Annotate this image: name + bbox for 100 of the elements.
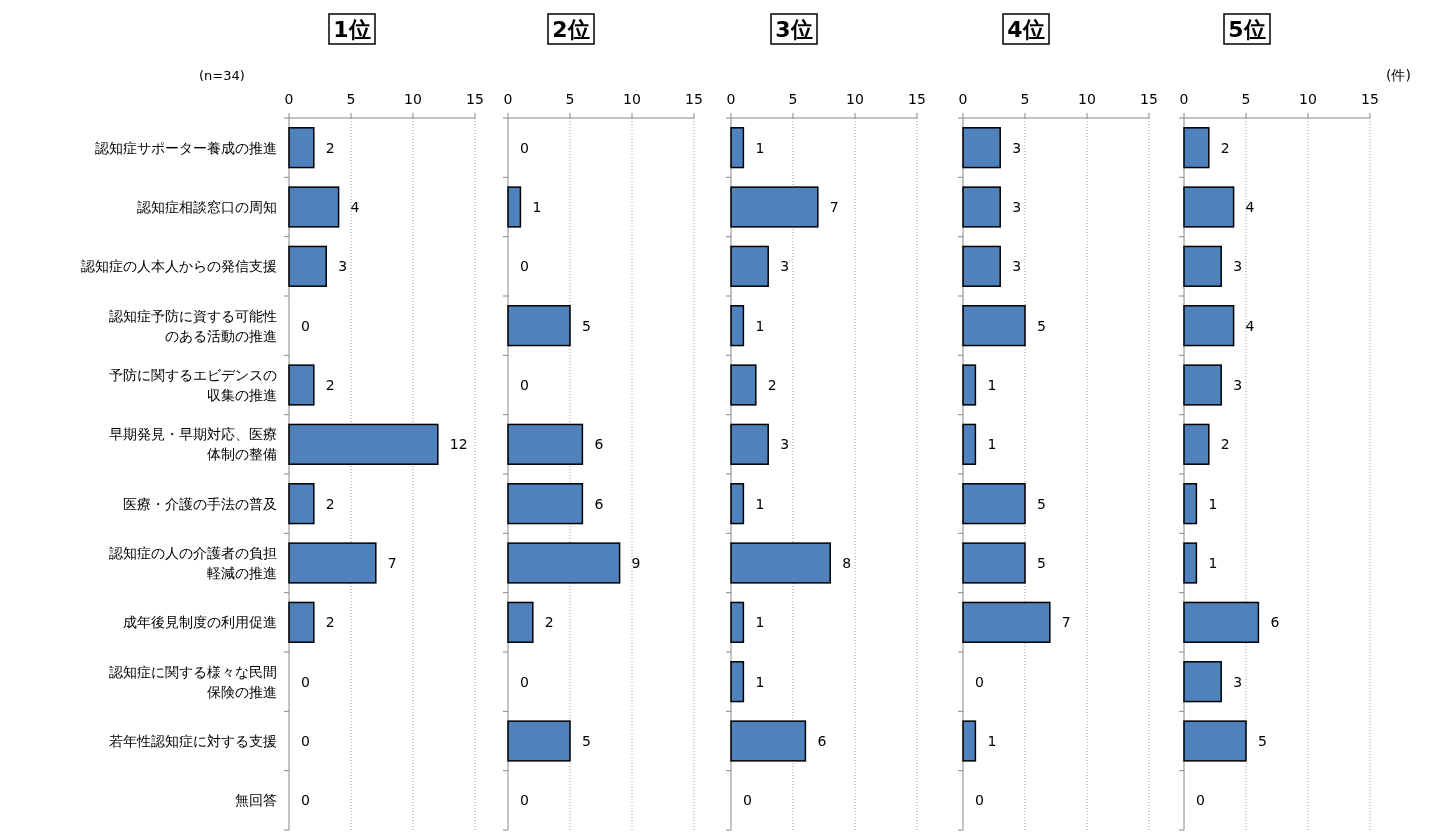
data-label: 6 bbox=[594, 436, 604, 453]
data-label: 0 bbox=[301, 733, 310, 749]
bar bbox=[730, 364, 757, 406]
bar bbox=[288, 127, 315, 169]
data-label: 0 bbox=[1196, 792, 1205, 809]
bar bbox=[288, 364, 315, 406]
y-tick-label: 認知症に関する様々な民間保険の推進 bbox=[109, 663, 277, 700]
bar bbox=[1183, 364, 1222, 406]
bar bbox=[730, 720, 807, 762]
data-label: 2 bbox=[325, 614, 335, 631]
x-tick-label: 5 bbox=[1020, 91, 1030, 107]
bar bbox=[1183, 483, 1198, 525]
data-label: 2 bbox=[1220, 139, 1230, 156]
bar bbox=[288, 542, 377, 584]
bar bbox=[730, 661, 745, 703]
bar bbox=[1183, 720, 1247, 762]
bar bbox=[730, 127, 745, 169]
bar bbox=[507, 305, 571, 347]
bar bbox=[1183, 542, 1198, 584]
bar bbox=[507, 720, 571, 762]
bar bbox=[962, 601, 1051, 643]
data-label: 3 bbox=[780, 258, 790, 275]
data-label: 0 bbox=[301, 673, 310, 690]
data-label: 3 bbox=[1233, 377, 1243, 393]
bar bbox=[730, 483, 745, 525]
y-tick-label: 認知症予防に資する可能性のある活動の推進 bbox=[109, 307, 277, 344]
y-tick-label: 成年後見制度の利用促進 bbox=[123, 614, 277, 631]
data-label: 4 bbox=[1245, 317, 1255, 334]
text: (n=34) bbox=[199, 68, 245, 83]
data-label: 8 bbox=[842, 555, 852, 571]
bar bbox=[730, 542, 831, 584]
data-label: 5 bbox=[1037, 555, 1046, 571]
y-tick-label: 医療・介護の手法の普及 bbox=[123, 495, 277, 512]
bar bbox=[288, 245, 327, 287]
bar bbox=[730, 186, 819, 228]
chart-title: 5位 bbox=[1228, 17, 1266, 42]
data-label: 1 bbox=[987, 733, 997, 749]
x-tick-label: 0 bbox=[958, 91, 968, 107]
bar bbox=[962, 483, 1026, 525]
data-label: 5 bbox=[582, 317, 591, 334]
bar bbox=[507, 601, 534, 643]
data-label: 1 bbox=[987, 377, 997, 393]
data-label: 5 bbox=[1037, 495, 1046, 512]
data-label: 7 bbox=[387, 555, 397, 571]
bar bbox=[507, 423, 584, 465]
data-label: 3 bbox=[1012, 199, 1022, 215]
data-label: 3 bbox=[1012, 258, 1022, 275]
bar bbox=[962, 127, 1001, 169]
bar bbox=[962, 186, 1001, 228]
data-label: 2 bbox=[767, 377, 777, 393]
x-tick-label: 15 bbox=[466, 91, 484, 107]
data-label: 0 bbox=[520, 673, 529, 690]
y-tick-label: 認知症サポーター養成の推進 bbox=[95, 139, 277, 156]
bar bbox=[1183, 661, 1222, 703]
data-label: 0 bbox=[975, 792, 984, 809]
bar bbox=[1183, 127, 1210, 169]
data-label: 3 bbox=[338, 258, 348, 275]
chart-title: 3位 bbox=[775, 17, 813, 42]
data-label: 1 bbox=[755, 614, 765, 631]
data-label: 4 bbox=[350, 199, 360, 215]
x-tick-label: 10 bbox=[623, 91, 641, 107]
x-tick-label: 15 bbox=[1140, 91, 1158, 107]
data-label: 0 bbox=[301, 317, 310, 334]
y-tick-label: 若年性認知症に対する支援 bbox=[109, 733, 277, 749]
chart-title: 1位 bbox=[333, 17, 371, 42]
data-label: 1 bbox=[1208, 555, 1218, 571]
data-label: 5 bbox=[582, 733, 591, 749]
data-label: 5 bbox=[1258, 733, 1267, 749]
x-tick-label: 10 bbox=[846, 91, 864, 107]
chart-title: 2位 bbox=[552, 17, 590, 42]
data-label: 9 bbox=[631, 555, 641, 571]
bar bbox=[507, 542, 621, 584]
data-label: 3 bbox=[1233, 673, 1243, 690]
x-tick-label: 15 bbox=[908, 91, 926, 107]
data-label: 0 bbox=[743, 792, 752, 809]
bar bbox=[962, 364, 977, 406]
bar bbox=[962, 720, 977, 762]
bar bbox=[288, 483, 315, 525]
data-label: 2 bbox=[325, 495, 335, 512]
x-tick-label: 0 bbox=[1179, 91, 1189, 107]
data-label: 1 bbox=[532, 199, 542, 215]
x-tick-label: 10 bbox=[1078, 91, 1096, 107]
data-label: 0 bbox=[520, 139, 529, 156]
data-label: 0 bbox=[520, 258, 529, 275]
y-tick-label: 無回答 bbox=[235, 792, 277, 809]
bar bbox=[730, 305, 745, 347]
data-label: 0 bbox=[301, 792, 310, 809]
bar bbox=[1183, 245, 1222, 287]
y-tick-label: 認知症の人の介護者の負担軽減の推進 bbox=[109, 545, 277, 581]
chart-title: 4位 bbox=[1007, 17, 1045, 42]
y-tick-label: 予防に関するエビデンスの収集の推進 bbox=[109, 367, 277, 403]
data-label: 0 bbox=[520, 377, 529, 393]
x-tick-label: 5 bbox=[346, 91, 356, 107]
data-label: 3 bbox=[1012, 139, 1022, 156]
data-label: 0 bbox=[520, 792, 529, 809]
bar bbox=[1183, 423, 1210, 465]
data-label: 2 bbox=[325, 139, 335, 156]
x-tick-label: 0 bbox=[284, 91, 294, 107]
y-tick-label: 認知症の人本人からの発信支援 bbox=[81, 258, 277, 275]
x-tick-label: 5 bbox=[788, 91, 798, 107]
